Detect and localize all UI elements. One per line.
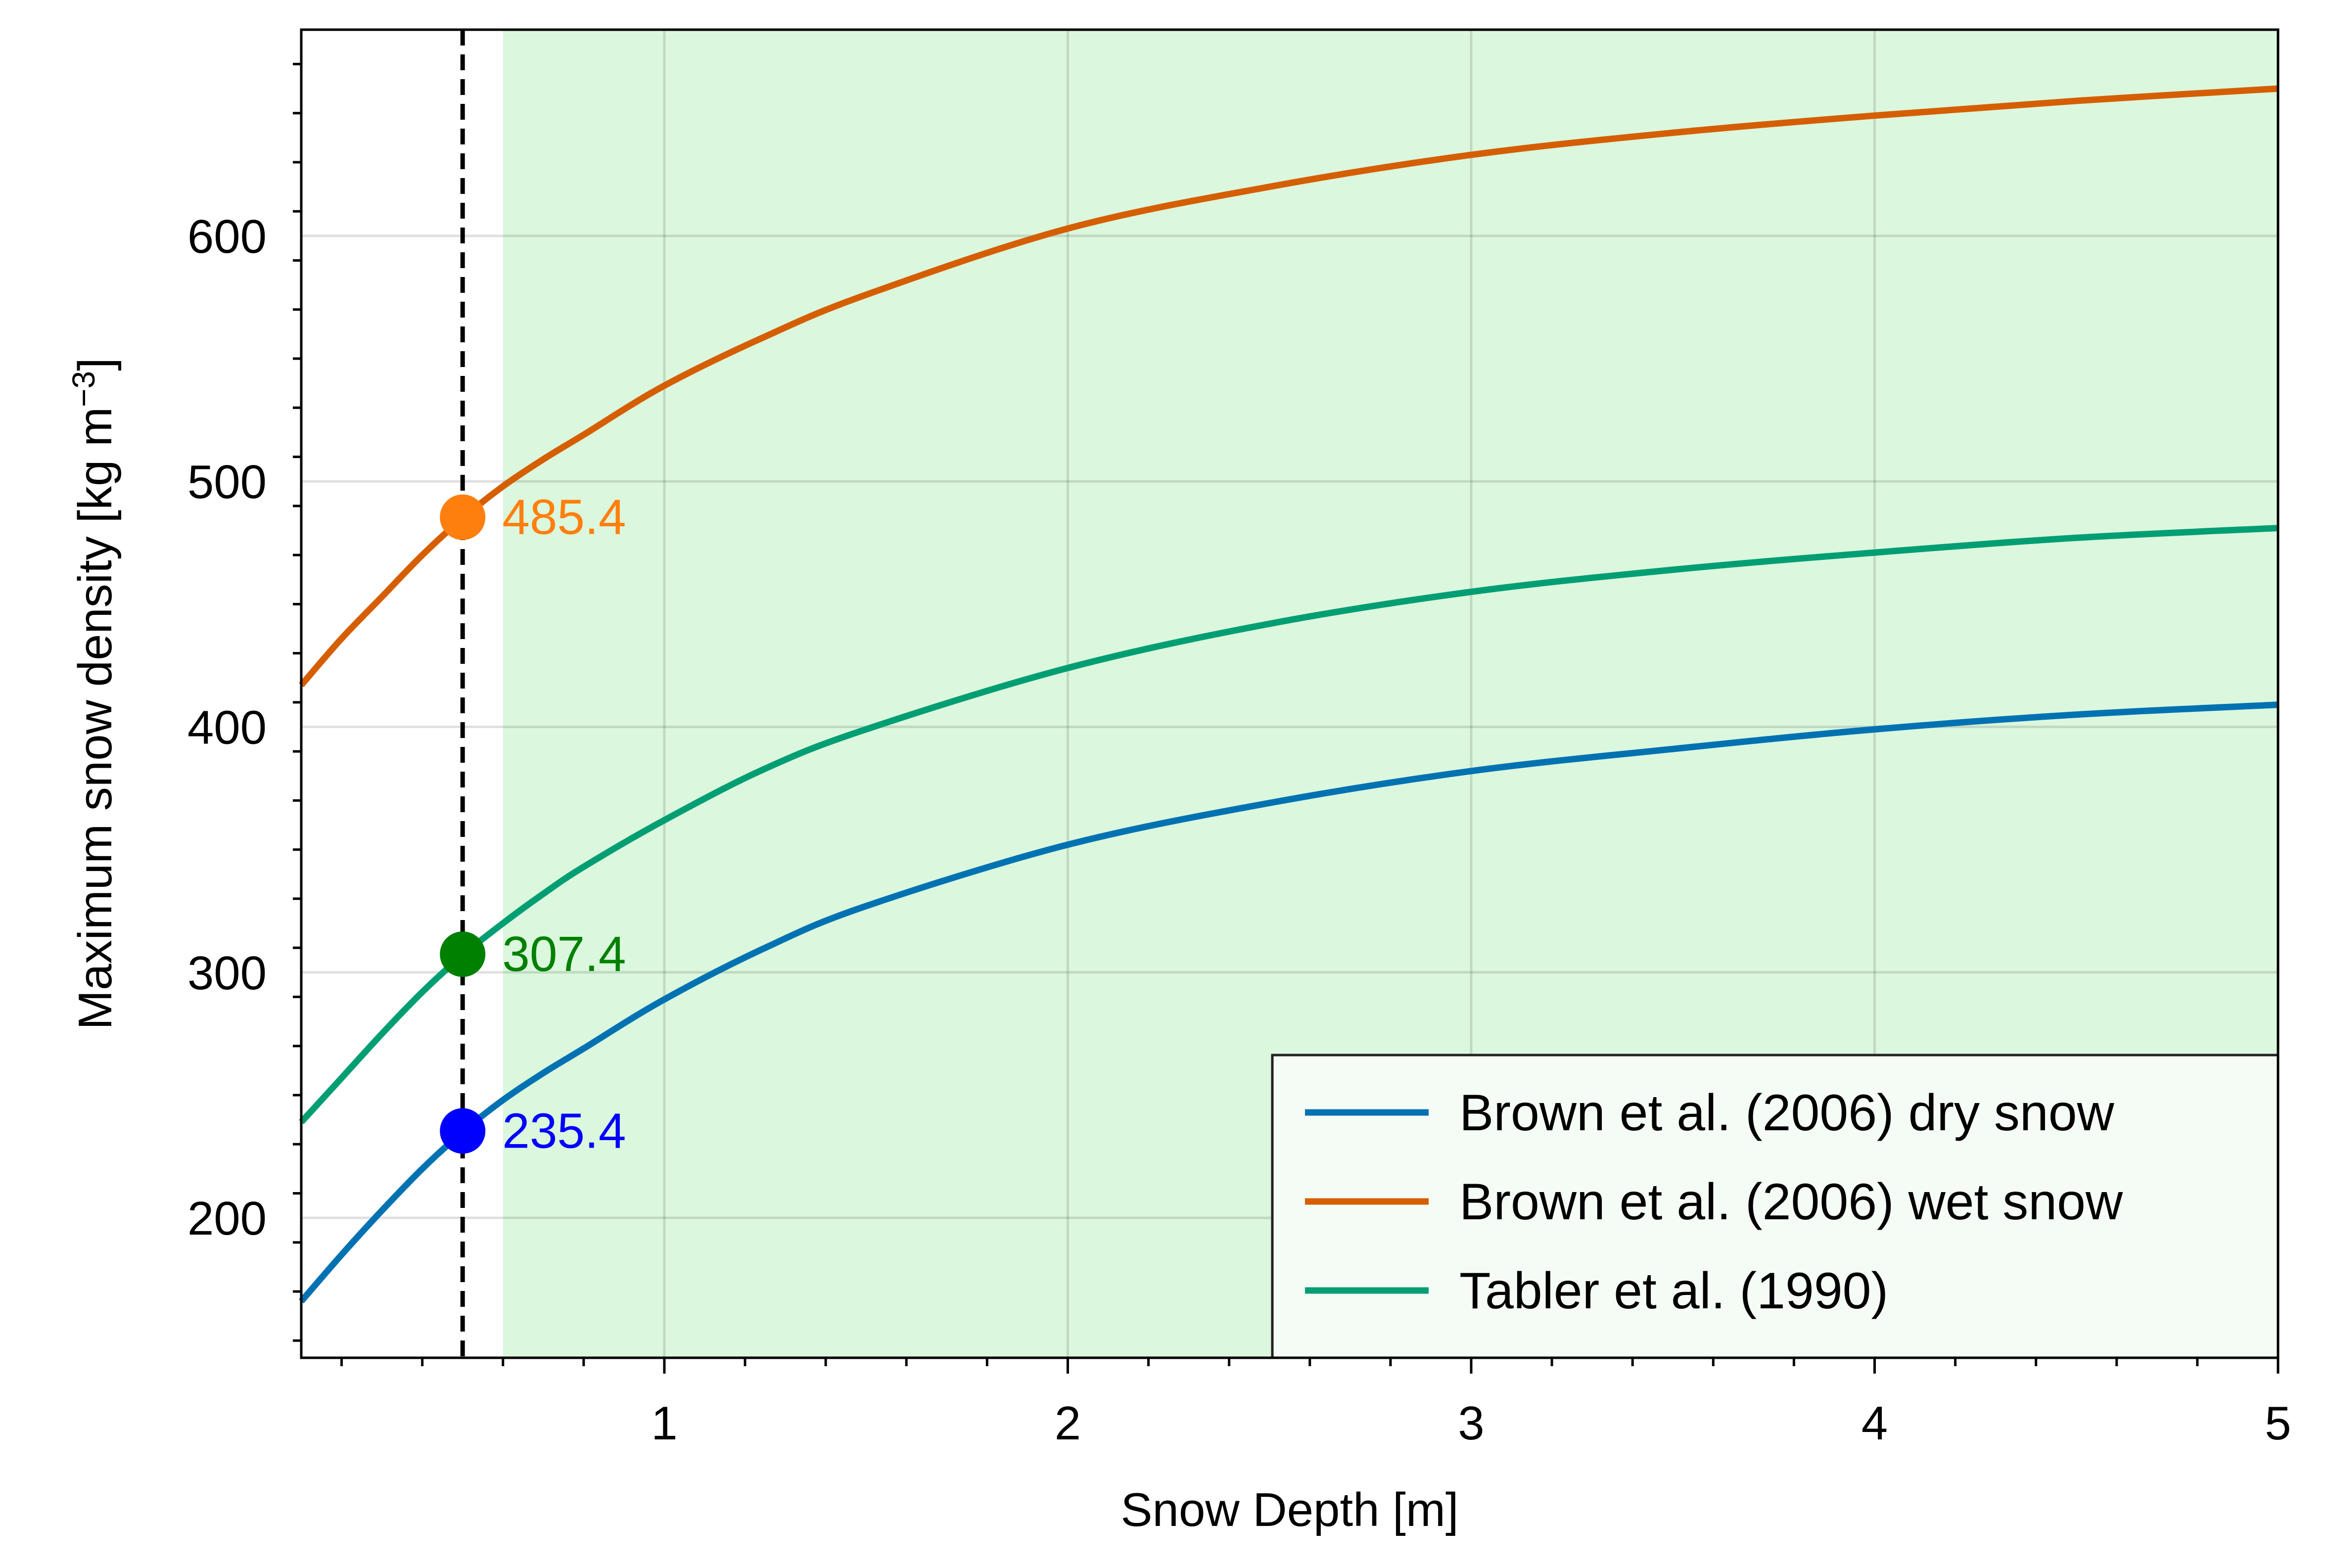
y-tick-label: 200 bbox=[187, 1192, 267, 1245]
x-tick-label: 5 bbox=[2265, 1397, 2291, 1450]
marker-points bbox=[440, 494, 486, 1154]
y-tick-label: 600 bbox=[187, 210, 267, 263]
y-axis-label-main: Maximum snow density [kg m bbox=[69, 407, 122, 1030]
legend: Brown et al. (2006) dry snow Brown et al.… bbox=[1271, 1054, 2280, 1359]
y-axis-label-superscript: −3 bbox=[66, 371, 101, 407]
legend-label-1: Brown et al. (2006) wet snow bbox=[1459, 1173, 2123, 1231]
marker-label-2: 235.4 bbox=[502, 1103, 626, 1158]
y-tick-label: 300 bbox=[187, 947, 267, 1000]
plot-frame bbox=[300, 28, 2280, 1359]
legend-box bbox=[1271, 1054, 2280, 1359]
y-tick-label: 400 bbox=[187, 701, 267, 754]
legend-label-2: Tabler et al. (1990) bbox=[1459, 1262, 1888, 1320]
legend-label-0: Brown et al. (2006) dry snow bbox=[1459, 1084, 2115, 1142]
marker-point-0 bbox=[440, 494, 486, 540]
marker-labels: 485.4 307.4 235.4 bbox=[502, 490, 626, 1159]
marker-point-2 bbox=[440, 1108, 486, 1154]
x-axis-label: Snow Depth [m] bbox=[1121, 1483, 1459, 1536]
y-axis-label: Maximum snow density [kg m−3] bbox=[66, 358, 122, 1030]
x-tick-label: 3 bbox=[1458, 1397, 1484, 1450]
marker-label-1: 307.4 bbox=[502, 926, 626, 982]
marker-label-0: 485.4 bbox=[502, 490, 626, 545]
x-tick-label: 1 bbox=[651, 1397, 677, 1450]
marker-point-1 bbox=[440, 931, 486, 977]
x-tick-label: 4 bbox=[1862, 1397, 1888, 1450]
y-tick-label: 500 bbox=[187, 456, 267, 508]
tick-labels: 1 2 3 4 5 200 300 400 500 600 bbox=[187, 210, 2291, 1450]
x-tick-label: 2 bbox=[1055, 1397, 1081, 1450]
y-axis-label-close: ] bbox=[69, 358, 122, 371]
axis-ticks bbox=[293, 62, 2280, 1374]
